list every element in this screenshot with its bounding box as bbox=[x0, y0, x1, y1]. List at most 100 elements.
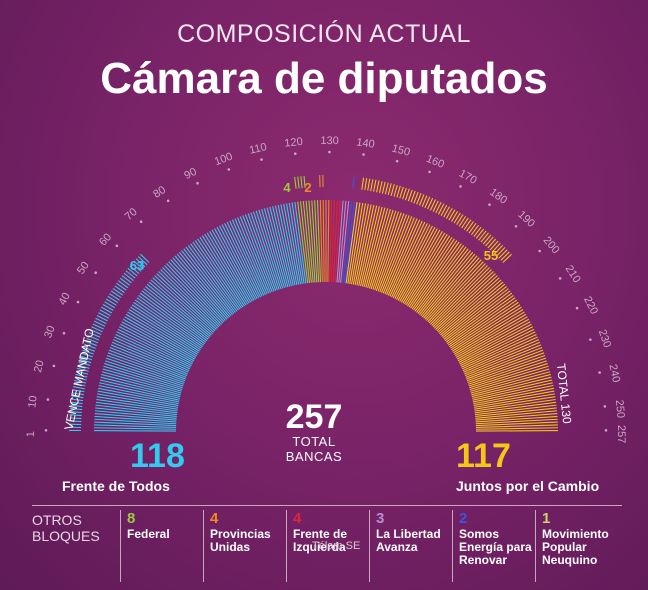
seat-frente-de-todos bbox=[190, 243, 239, 311]
scale-tick-label: 70 bbox=[123, 206, 140, 223]
seat-frente-de-todos bbox=[94, 415, 177, 423]
expiring-frente-de-todos bbox=[72, 389, 85, 393]
seat-juntos-por-el-cambio bbox=[465, 346, 543, 378]
seat-frente-de-todos bbox=[110, 344, 188, 377]
legend-value: 8 bbox=[127, 510, 136, 527]
seat-juntos-por-el-cambio bbox=[475, 407, 557, 417]
seat-federal bbox=[302, 201, 312, 283]
seat-frente-de-izquierda bbox=[334, 200, 341, 283]
expiring-federal bbox=[297, 176, 300, 189]
seat-movimiento-popular-neuquino bbox=[345, 202, 358, 284]
seat-juntos-por-el-cambio bbox=[374, 212, 402, 291]
scale-tick-dot bbox=[293, 152, 297, 155]
seat-juntos-por-el-cambio bbox=[440, 281, 504, 336]
expiring-juntos-por-el-cambio bbox=[404, 188, 410, 201]
expiring-frente-de-todos bbox=[96, 314, 108, 322]
seat-frente-de-todos bbox=[94, 421, 177, 427]
seat-frente-de-todos bbox=[96, 398, 178, 412]
legend-value: 3 bbox=[376, 510, 385, 527]
seat-frente-de-todos bbox=[224, 223, 261, 298]
legend-item-frente-de-izquierda: 4 Frente de Izquierda bbox=[286, 510, 371, 582]
scale-tick-label: 210 bbox=[563, 263, 583, 285]
seat-frente-de-todos bbox=[178, 251, 232, 317]
expiring-juntos-por-el-cambio bbox=[502, 253, 512, 263]
scale-tick-dot bbox=[488, 203, 491, 206]
legend-item-la-libertad-avanza: 3 La Libertad Avanza bbox=[369, 510, 454, 582]
expiring-juntos-por-el-cambio bbox=[376, 180, 380, 193]
expiring-juntos-por-el-cambio bbox=[381, 181, 386, 194]
seat-juntos-por-el-cambio bbox=[475, 421, 558, 427]
seat-frente-de-todos bbox=[99, 379, 180, 399]
expiring-juntos-por-el-cambio bbox=[413, 191, 419, 204]
expiring-juntos-por-el-cambio bbox=[453, 212, 461, 224]
expiring-juntos-por-el-cambio bbox=[370, 179, 374, 192]
seat-juntos-por-el-cambio bbox=[392, 224, 431, 299]
scale-tick-dot bbox=[115, 244, 119, 248]
seat-frente-de-todos bbox=[187, 244, 238, 312]
expiring-juntos-por-el-cambio bbox=[466, 221, 474, 232]
seat-la-libertad-avanza bbox=[336, 200, 344, 283]
seat-somos-energ-a-para-renovar bbox=[341, 201, 353, 283]
seat-frente-de-todos bbox=[229, 220, 265, 296]
seat-juntos-por-el-cambio bbox=[446, 294, 514, 345]
seat-juntos-por-el-cambio bbox=[468, 360, 547, 387]
seat-frente-de-todos bbox=[170, 259, 226, 321]
seat-federal bbox=[316, 200, 322, 283]
seat-juntos-por-el-cambio bbox=[438, 279, 502, 335]
seat-frente-de-todos bbox=[125, 313, 197, 357]
expiring-frente-de-todos bbox=[69, 411, 82, 414]
expiring-somos-energ-a-para-renovar bbox=[352, 176, 355, 189]
seat-frente-de-todos bbox=[291, 202, 305, 284]
seat-juntos-por-el-cambio bbox=[354, 204, 372, 285]
expiring-juntos-por-el-cambio bbox=[421, 195, 428, 207]
total-seats-value: 257 bbox=[285, 398, 343, 436]
expiring-frente-de-todos bbox=[85, 340, 97, 347]
scale-tick-label: 220 bbox=[581, 295, 600, 317]
expiring-juntos-por-el-cambio bbox=[427, 197, 434, 210]
expiring-juntos-por-el-cambio bbox=[367, 178, 371, 191]
expiring-frente-de-todos bbox=[98, 312, 110, 319]
seat-frente-de-todos bbox=[112, 339, 189, 373]
expiring-juntos-por-el-cambio bbox=[487, 238, 497, 249]
seat-juntos-por-el-cambio bbox=[416, 246, 467, 313]
seat-frente-de-todos bbox=[117, 328, 192, 367]
seat-juntos-por-el-cambio bbox=[463, 339, 540, 373]
seat-provincias-unidas bbox=[327, 200, 330, 283]
seat-frente-de-todos bbox=[109, 346, 187, 378]
seat-frente-de-todos bbox=[192, 241, 241, 310]
scale-tick-dot bbox=[604, 428, 608, 432]
seat-frente-de-todos bbox=[95, 401, 178, 414]
seat-provincias-unidas bbox=[322, 200, 325, 283]
expiring-juntos-por-el-cambio bbox=[364, 178, 368, 191]
legend-name: Frente de Izquierda bbox=[293, 527, 348, 554]
seat-frente-de-todos bbox=[97, 393, 179, 408]
expiring-juntos-por-el-cambio bbox=[390, 184, 395, 196]
total-130-axis-label: TOTAL 130 bbox=[554, 363, 574, 425]
expiring-frente-de-todos bbox=[71, 395, 84, 399]
seat-frente-de-todos bbox=[247, 213, 277, 291]
scale-tick-label: 90 bbox=[182, 166, 198, 182]
expiring-juntos-por-el-cambio bbox=[498, 249, 508, 259]
seat-frente-de-todos bbox=[164, 265, 222, 325]
seat-juntos-por-el-cambio bbox=[358, 205, 378, 286]
watermark: Télam SE bbox=[312, 540, 361, 552]
expiring-juntos-por-el-cambio bbox=[463, 219, 472, 230]
juntos-total: 117 bbox=[456, 437, 511, 475]
seat-frente-de-todos bbox=[94, 430, 177, 432]
seat-provincias-unidas bbox=[319, 200, 323, 283]
seat-juntos-por-el-cambio bbox=[361, 206, 383, 287]
seat-juntos-por-el-cambio bbox=[469, 363, 548, 389]
seat-juntos-por-el-cambio bbox=[411, 241, 460, 310]
seat-frente-de-todos bbox=[242, 215, 273, 293]
expiring-juntos-por-el-cambio bbox=[445, 207, 453, 219]
seat-juntos-por-el-cambio bbox=[431, 267, 490, 326]
expiring-frente-de-todos bbox=[77, 364, 90, 369]
expiring-frente-de-todos bbox=[137, 256, 148, 266]
seat-frente-de-izquierda bbox=[332, 200, 338, 283]
seat-frente-de-todos bbox=[115, 333, 191, 370]
seat-juntos-por-el-cambio bbox=[423, 255, 478, 319]
seat-frente-de-todos bbox=[237, 217, 270, 294]
seat-juntos-por-el-cambio bbox=[407, 236, 453, 307]
federal-expiring-label: 4 bbox=[283, 180, 291, 195]
seat-juntos-por-el-cambio bbox=[466, 352, 545, 382]
